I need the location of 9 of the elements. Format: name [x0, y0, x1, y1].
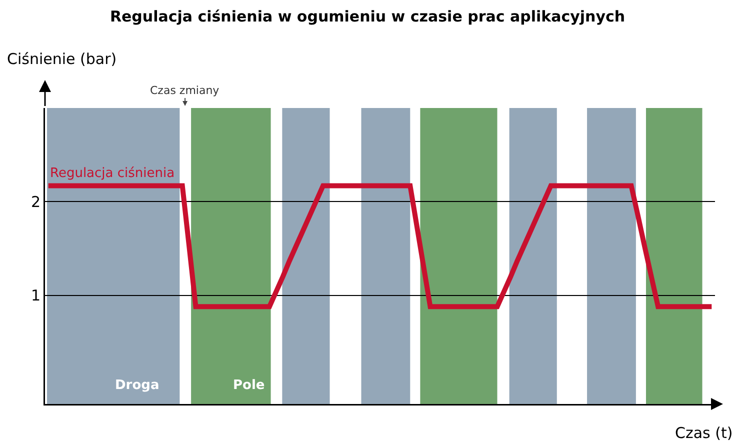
y-tick-label: 2 — [30, 192, 40, 211]
series-label: Regulacja ciśnienia — [50, 166, 175, 181]
x-axis-title: Czas (t) — [675, 424, 733, 442]
annotation: Droga — [115, 378, 160, 393]
annotation: Pole — [233, 378, 265, 393]
text: Czas zmiany — [150, 84, 220, 97]
y-tick-label: 1 — [30, 286, 40, 305]
chart-title: Regulacja ciśnienia w ogumieniu w czasie prac aplikacyjnych — [110, 8, 626, 26]
y-axis-title: Ciśnienie (bar) — [7, 50, 117, 68]
